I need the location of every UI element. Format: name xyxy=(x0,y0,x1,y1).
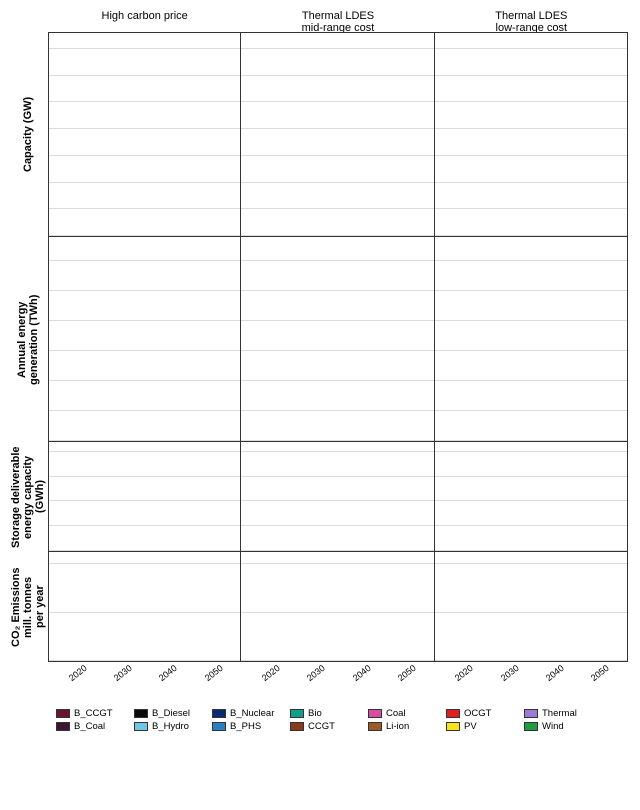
legend-item: B_Hydro xyxy=(134,721,202,732)
legend: B_CCGT B_Diesel B_Nuclear Bio Coal OCGT Therma… xyxy=(8,694,628,732)
chart-panel xyxy=(435,32,628,237)
legend-label: OCGT xyxy=(464,708,491,719)
y-axis-label: Annual energy generation (TWh) xyxy=(8,237,48,442)
legend-label: B_Coal xyxy=(74,721,105,732)
legend-item: PV xyxy=(446,721,514,732)
legend-label: Bio xyxy=(308,708,322,719)
legend-label: Coal xyxy=(386,708,406,719)
figure-root: High carbon priceThermal LDES mid-range … xyxy=(0,0,640,810)
legend-label: B_Hydro xyxy=(152,721,189,732)
legend-swatch xyxy=(524,722,538,731)
legend-item: Li-ion xyxy=(368,721,436,732)
chart-panel xyxy=(241,32,434,237)
legend-item: B_Nuclear xyxy=(212,708,280,719)
legend-label: PV xyxy=(464,721,477,732)
column-title: Thermal LDES mid-range cost high carbon … xyxy=(241,8,434,32)
legend-swatch xyxy=(290,709,304,718)
legend-item: B_Coal xyxy=(56,721,124,732)
legend-label: Thermal xyxy=(542,708,577,719)
chart-panel xyxy=(241,442,434,552)
legend-swatch xyxy=(290,722,304,731)
legend-swatch xyxy=(56,722,70,731)
legend-swatch xyxy=(368,709,382,718)
legend-label: Wind xyxy=(542,721,564,732)
legend-label: Li-ion xyxy=(386,721,409,732)
chart-panel xyxy=(241,237,434,442)
legend-item: Coal xyxy=(368,708,436,719)
legend-swatch xyxy=(134,722,148,731)
legend-item: CCGT xyxy=(290,721,358,732)
column-title: High carbon price xyxy=(48,8,241,32)
legend-swatch xyxy=(446,722,460,731)
y-axis-label: Capacity (GW) xyxy=(8,32,48,237)
legend-label: CCGT xyxy=(308,721,335,732)
legend-item: Thermal xyxy=(524,708,592,719)
legend-item: B_CCGT xyxy=(56,708,124,719)
legend-item: B_Diesel xyxy=(134,708,202,719)
legend-swatch xyxy=(446,709,460,718)
legend-item: Wind xyxy=(524,721,592,732)
legend-item: Bio xyxy=(290,708,358,719)
legend-label: B_Nuclear xyxy=(230,708,274,719)
legend-swatch xyxy=(524,709,538,718)
legend-label: B_PHS xyxy=(230,721,261,732)
chart-panel: 02,0004,0006,0008,000 xyxy=(48,442,241,552)
y-axis-label: Storage deliverable energy capacity (GWh… xyxy=(8,442,48,552)
legend-swatch xyxy=(56,709,70,718)
chart-panel: 05001,0001,5002,0002,5003,0003,500 xyxy=(48,32,241,237)
chart-panel xyxy=(435,552,628,662)
legend-label: B_Diesel xyxy=(152,708,190,719)
chart-panel: 01,0002,0003,0004,0005,0006,000 xyxy=(48,237,241,442)
chart-panel xyxy=(435,237,628,442)
legend-item: OCGT xyxy=(446,708,514,719)
chart-panel xyxy=(241,552,434,662)
column-title: Thermal LDES low-range cost high carbon … xyxy=(435,8,628,32)
legend-item: B_PHS xyxy=(212,721,280,732)
legend-swatch xyxy=(212,722,226,731)
legend-swatch xyxy=(368,722,382,731)
chart-panel: 0400800 xyxy=(48,552,241,662)
legend-swatch xyxy=(134,709,148,718)
chart-grid: High carbon priceThermal LDES mid-range … xyxy=(8,8,628,732)
y-axis-label: CO₂ Emissions mill. tonnes per year xyxy=(8,552,48,662)
chart-panel xyxy=(435,442,628,552)
legend-label: B_CCGT xyxy=(74,708,113,719)
legend-swatch xyxy=(212,709,226,718)
